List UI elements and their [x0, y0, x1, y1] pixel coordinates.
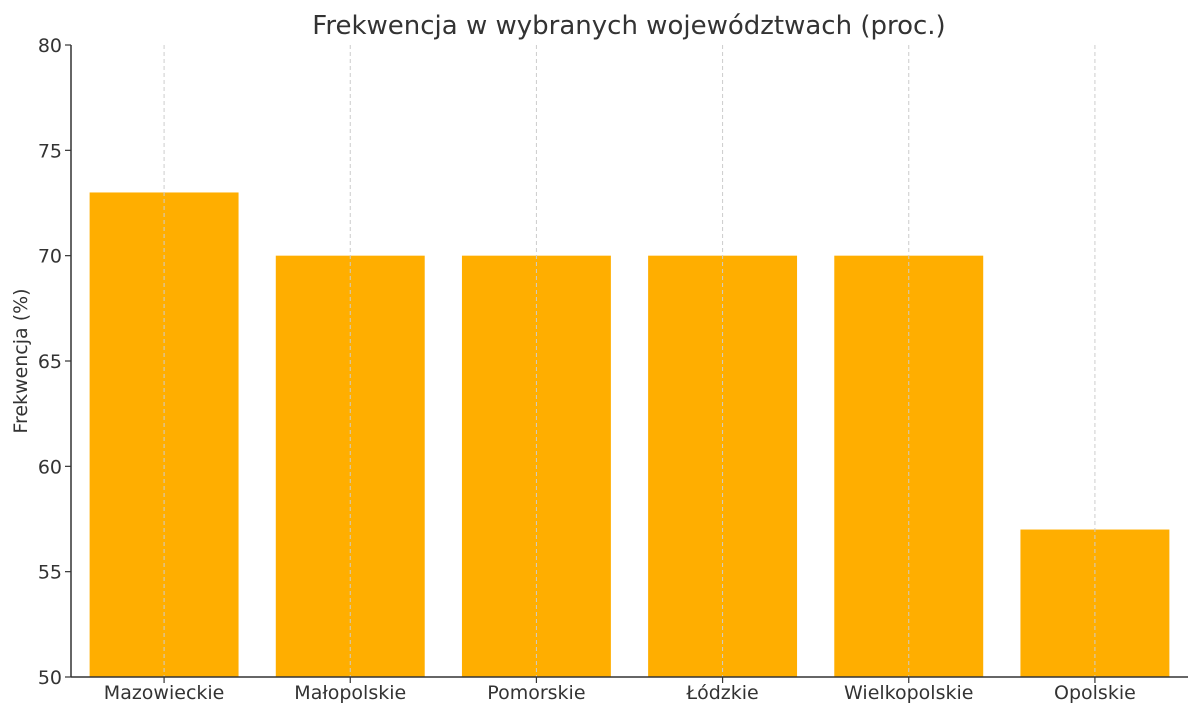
- x-tick-label: Wielkopolskie: [844, 682, 973, 704]
- y-tick-label: 70: [38, 246, 62, 268]
- x-tick-label: Opolskie: [1054, 682, 1136, 704]
- x-tick-label: Łódzkie: [685, 682, 758, 704]
- y-tick-label: 80: [38, 35, 62, 57]
- x-tick-label: Mazowieckie: [104, 682, 225, 704]
- y-tick-label: 60: [38, 456, 62, 478]
- bars: [89, 192, 1170, 677]
- bar-6: [1020, 529, 1170, 677]
- y-tick-label: 65: [38, 351, 62, 373]
- y-axis-label: Frekwencja (%): [10, 288, 32, 433]
- y-tick-label: 50: [38, 667, 62, 689]
- chart-title: Frekwencja w wybranych województwach (pr…: [312, 11, 945, 41]
- bar-1: [89, 192, 239, 677]
- y-axis: 50 55 60 65 70 75 80: [38, 35, 72, 689]
- x-tick-label: Małopolskie: [294, 682, 406, 704]
- y-tick-label: 55: [38, 562, 62, 584]
- grid-lines: [163, 45, 1096, 677]
- x-tick-label: Pomorskie: [487, 682, 585, 704]
- y-tick-label: 75: [38, 140, 62, 162]
- x-axis: Mazowieckie Małopolskie Pomorskie Łódzkie Wi…: [71, 676, 1188, 704]
